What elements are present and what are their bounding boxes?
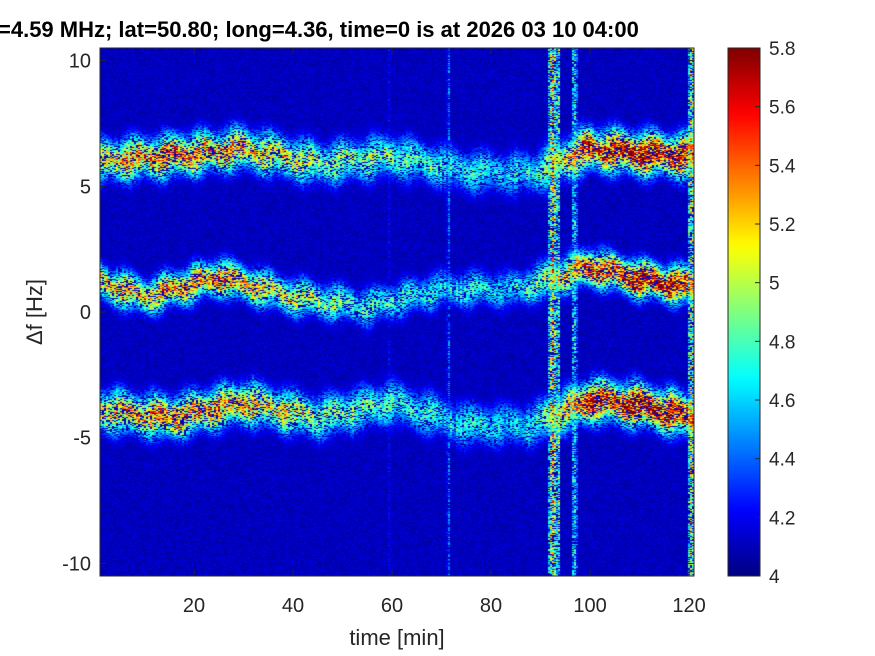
- colorbar-tick-label: 5.4: [769, 156, 796, 177]
- y-axis: 10 5 0 -5 -10: [62, 51, 694, 575]
- y-tick-label: -5: [73, 428, 91, 450]
- colorbar-tick-label: 4.2: [769, 508, 795, 529]
- x-axis: 20 40 60 80 100 120: [183, 48, 706, 617]
- colorbar-tick-label: 4: [769, 567, 780, 588]
- chart-title: =4.59 MHz; lat=50.80; long=4.36, time=0 …: [0, 17, 639, 42]
- colorbar-gradient: [728, 48, 760, 576]
- x-axis-label: time [min]: [349, 625, 444, 650]
- y-tick-label: -10: [62, 553, 91, 575]
- colorbar-tick-label: 5: [769, 274, 780, 295]
- y-axis-label: Δf [Hz]: [22, 279, 47, 345]
- colorbar-tick-label: 5.6: [769, 98, 795, 119]
- x-tick-label: 60: [381, 595, 403, 617]
- colorbar-tick-label: 4.4: [769, 450, 796, 471]
- colorbar-tick-label: 4.8: [769, 332, 795, 353]
- colorbar-tick-label: 5.2: [769, 215, 795, 236]
- y-tick-label: 10: [69, 51, 91, 73]
- x-tick-label: 80: [480, 595, 502, 617]
- x-tick-label: 40: [282, 595, 304, 617]
- plot-area: [99, 47, 695, 577]
- colorbar-ticks: 5.8 5.6 5.4 5.2 5 4.8 4.6 4.4 4.2 4: [755, 39, 796, 588]
- colorbar-frame: [727, 47, 761, 577]
- y-tick-label: 0: [80, 302, 91, 324]
- colorbar-tick-label: 5.8: [769, 39, 795, 60]
- x-tick-label: 20: [183, 595, 205, 617]
- colorbar: 5.8 5.6 5.4 5.2 5 4.8 4.6 4.4 4.2 4: [727, 39, 796, 588]
- colorbar-tick-label: 4.6: [769, 391, 795, 412]
- heatmap-image: [100, 48, 694, 576]
- x-tick-label: 120: [672, 595, 705, 617]
- x-tick-label: 100: [573, 595, 606, 617]
- y-tick-label: 5: [80, 176, 91, 198]
